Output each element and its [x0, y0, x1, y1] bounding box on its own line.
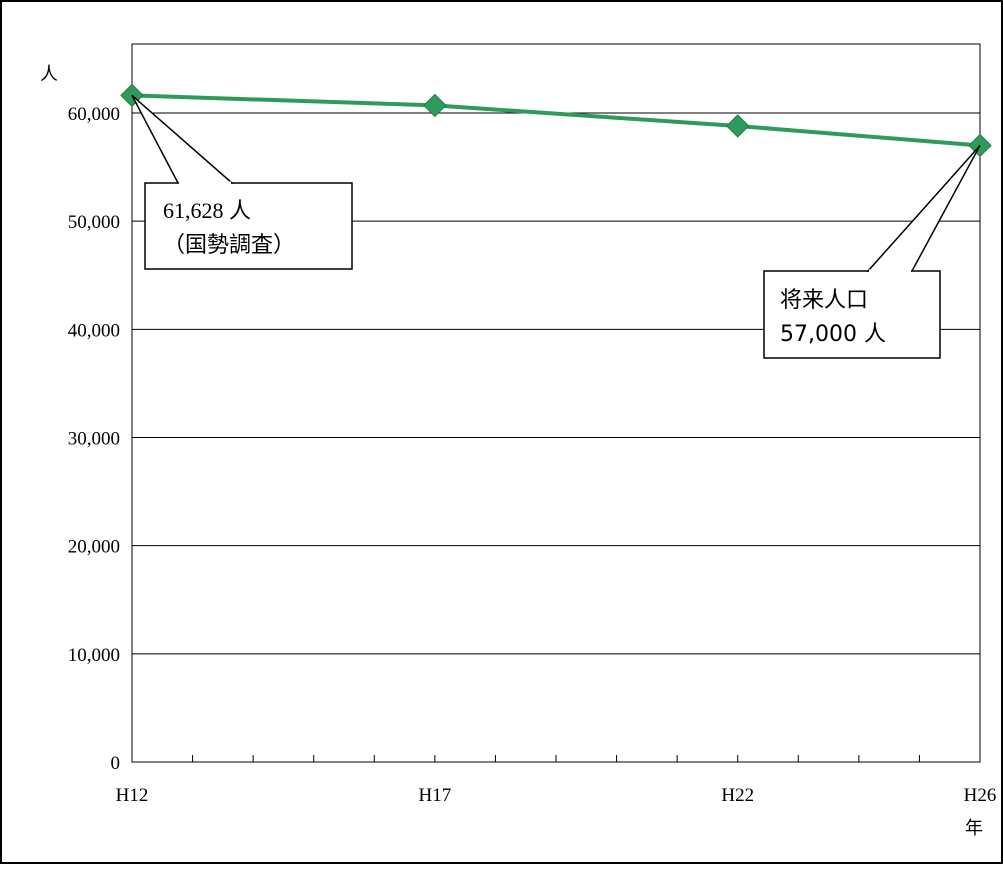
x-tick-label: H12 — [116, 785, 149, 806]
data-point-marker — [423, 93, 447, 118]
series-line — [131, 93, 981, 148]
plot-border — [131, 43, 981, 763]
x-tick-label: H17 — [418, 785, 451, 806]
y-axis-unit-label: 人 — [40, 64, 58, 85]
callout-box: 61,628 人 （国勢調査） — [131, 94, 353, 270]
y-tick-label: 10,000 — [68, 645, 120, 666]
data-point-marker — [726, 114, 750, 138]
callout-line-2: （国勢調査） — [163, 233, 295, 258]
x-tick-label: H26 — [964, 785, 997, 806]
x-minor-ticks — [131, 755, 981, 762]
y-tick-labels: 0 10,000 20,000 30,000 40,000 50,000 60,000 — [68, 104, 120, 774]
y-tick-label: 0 — [111, 753, 121, 774]
x-tick-label: H22 — [721, 785, 754, 806]
x-axis-unit-label: 年 — [965, 818, 983, 839]
callout-rect — [763, 270, 941, 359]
y-tick-label: 20,000 — [68, 537, 120, 558]
y-tick-label: 60,000 — [68, 104, 120, 125]
callouts: 61,628 人 （国勢調査） 将来人口 57,000 人 — [131, 94, 981, 359]
callout-rect — [144, 182, 353, 270]
y-tick-label: 30,000 — [68, 429, 120, 450]
callout-line-1: 61,628 人 — [163, 198, 251, 223]
y-tick-label: 40,000 — [68, 320, 120, 341]
callout-box: 将来人口 57,000 人 — [763, 144, 981, 359]
y-tick-label: 50,000 — [68, 212, 120, 233]
plot-area — [131, 43, 981, 763]
x-tick-labels: H12 H17 H22 H26 — [116, 785, 997, 806]
callout-line-2: 57,000 人 — [780, 322, 886, 347]
callout-line-1: 将来人口 — [780, 287, 868, 312]
